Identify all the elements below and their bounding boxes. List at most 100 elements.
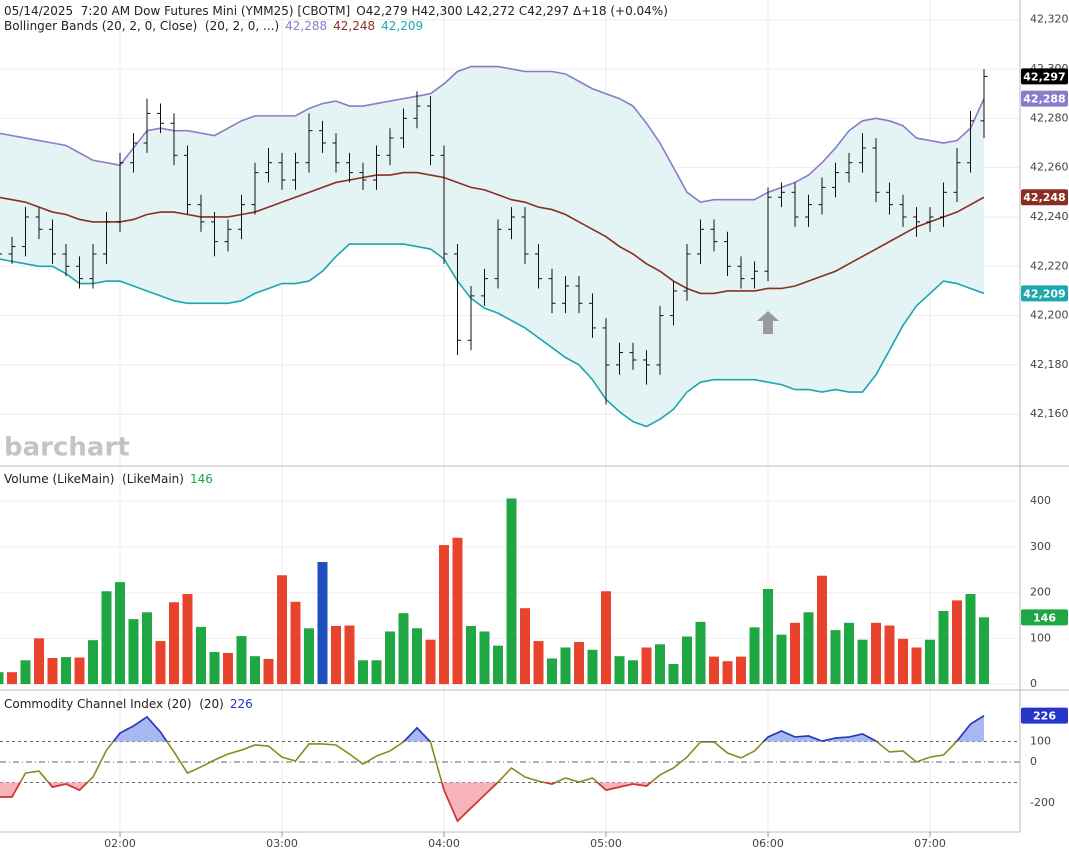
volume-bar — [709, 656, 719, 685]
volume-bar — [965, 594, 976, 685]
watermark: barchart — [4, 433, 130, 463]
volume-title: Volume (LikeMain) (LikeMain) — [4, 472, 184, 486]
volume-bar — [614, 656, 625, 685]
volume-bar — [304, 628, 314, 685]
last-value-label: 42,288 — [1023, 93, 1065, 106]
volume-bar — [371, 660, 382, 685]
last-value-label: 146 — [1033, 611, 1056, 624]
volume-bar — [857, 639, 868, 685]
volume-bar — [263, 658, 274, 685]
cci-header: Commodity Channel Index (20) (20) 226 — [4, 697, 253, 711]
volume-bar — [155, 641, 166, 685]
volume-bar — [466, 626, 476, 685]
volume-bar — [412, 628, 422, 685]
last-value-tag — [1021, 189, 1068, 206]
last-value-tag — [1021, 707, 1068, 724]
plot-area — [0, 0, 1020, 832]
y-tick-label: 42,260 — [1030, 161, 1069, 174]
band-line — [0, 243, 985, 428]
price-header: 05/14/2025 7:20 AM Dow Futures Mini (YMM… — [4, 4, 668, 18]
volume-bar — [7, 672, 17, 685]
cci-high-fill — [113, 715, 984, 742]
volume-bar — [479, 631, 490, 685]
volume-bar — [0, 672, 4, 685]
volume-bar — [884, 625, 895, 685]
y-tick-label: 0 — [1030, 677, 1037, 690]
volume-bar — [844, 622, 854, 685]
volume-last: 146 — [190, 472, 213, 486]
last-value-label: 42,297 — [1023, 70, 1065, 83]
band-fill — [0, 66, 984, 427]
volume-bar — [182, 594, 193, 685]
volume-bar — [115, 582, 125, 685]
y-tick-label: 42,160 — [1030, 407, 1069, 420]
y-tick-label: 200 — [1030, 586, 1051, 599]
last-value-tag — [1021, 68, 1068, 85]
volume-bar — [142, 612, 152, 685]
x-tick-label: 06:00 — [752, 837, 784, 850]
last-value-label: 42,209 — [1023, 287, 1065, 300]
volume-bar — [938, 610, 949, 685]
indicator-value: 42,288 — [285, 19, 327, 33]
y-tick-label: 42,320 — [1030, 13, 1069, 26]
volume-bar — [655, 644, 665, 685]
x-tick-label: 03:00 — [266, 837, 298, 850]
volume-bar — [88, 640, 98, 685]
last-value-tag — [1021, 609, 1068, 626]
volume-bar — [925, 639, 935, 685]
volume-bar — [776, 634, 787, 685]
chart-title: 05/14/2025 7:20 AM Dow Futures Mini (YMM… — [4, 4, 350, 18]
volume-bar — [628, 660, 638, 685]
cci-title: Commodity Channel Index (20) (20) — [4, 697, 224, 711]
indicator-header: Bollinger Bands (20, 2, 0, Close) (20, 2… — [4, 19, 423, 33]
indicator-name: Bollinger Bands (20, 2, 0, Close) (20, 2… — [4, 19, 279, 33]
last-value-tag — [1021, 90, 1068, 107]
volume-bar — [20, 660, 31, 685]
arrow-icon — [757, 311, 779, 334]
y-tick-label: 42,240 — [1030, 210, 1069, 223]
volume-bar — [803, 612, 814, 685]
volume-bar — [911, 647, 922, 685]
volume-bar — [452, 537, 463, 685]
volume-bar — [439, 545, 449, 685]
y-tick-label: 300 — [1030, 540, 1051, 553]
volume-bar — [250, 656, 260, 685]
volume-bar — [344, 625, 355, 685]
volume-bar — [358, 660, 368, 685]
volume-bar — [61, 657, 71, 685]
volume-bar — [574, 642, 584, 685]
last-value-label: 226 — [1033, 710, 1056, 723]
band-line — [0, 171, 985, 295]
volume-bar — [128, 619, 139, 685]
volume-bar — [587, 649, 598, 685]
volume-bar — [979, 617, 989, 685]
cci-line-low — [0, 782, 653, 823]
volume-bar — [223, 652, 233, 685]
x-tick-label: 02:00 — [104, 837, 136, 850]
x-tick-label: 04:00 — [428, 837, 460, 850]
indicator-value: 42,209 — [381, 19, 423, 33]
volume-bar — [493, 645, 503, 685]
volume-bar — [682, 636, 692, 685]
x-tick-label: 05:00 — [590, 837, 622, 850]
y-tick-label: 42,180 — [1030, 358, 1069, 371]
cci-last: 226 — [230, 697, 253, 711]
volume-bar — [34, 638, 44, 685]
volume-bar — [898, 638, 908, 685]
y-tick-label: 400 — [1030, 494, 1051, 507]
volume-bar — [101, 591, 112, 685]
volume-bar — [871, 622, 881, 685]
volume-bar — [236, 636, 247, 685]
volume-bar — [209, 652, 220, 685]
volume-bar — [196, 626, 206, 685]
volume-bar — [47, 658, 58, 685]
volume-bar — [952, 600, 962, 685]
volume-bar — [668, 663, 679, 685]
y-tick-label: 100 — [1030, 631, 1051, 644]
y-tick-label: 100 — [1030, 735, 1051, 748]
volume-bar — [533, 641, 544, 685]
volume-bar — [317, 562, 328, 685]
indicator-value: 42,248 — [333, 19, 375, 33]
cci-line-high — [112, 714, 985, 742]
